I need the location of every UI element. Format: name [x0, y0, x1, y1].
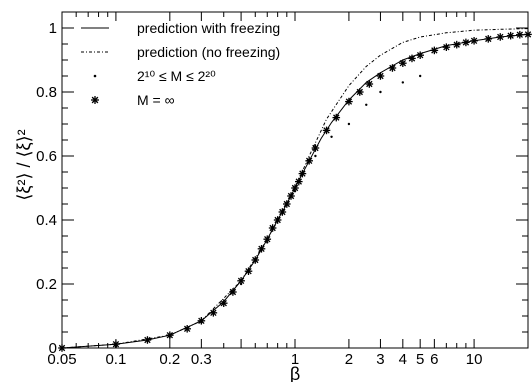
asterisk-point [416, 51, 424, 59]
dot-point [314, 154, 317, 158]
asterisk-point [251, 256, 260, 264]
plot-frame [61, 11, 529, 349]
asterisk-point [268, 224, 277, 232]
asterisk-point [294, 177, 303, 186]
x-tick-label: 6 [430, 351, 438, 368]
y-tick-label: 0.6 [36, 148, 57, 165]
asterisk-point [332, 113, 341, 122]
asterisk-point [283, 200, 291, 208]
dot-point [379, 90, 382, 94]
asterisk-point [183, 325, 191, 333]
legend-label: prediction with freezing [137, 20, 280, 36]
asterisk-point [442, 43, 451, 51]
y-tick-label: 0.8 [36, 84, 57, 101]
dot-point [347, 122, 351, 126]
legend-swatch-asterisk [91, 96, 99, 104]
y-axis-label-text: ⟨ξ²⟩ / ⟨ξ⟩² [14, 129, 34, 200]
y-tick-label: 0 [49, 340, 57, 357]
x-tick-label: 0.2 [159, 351, 180, 368]
legend-swatch-dot [93, 74, 97, 78]
x-tick-label: 1 [291, 351, 299, 368]
dot-point [330, 135, 333, 138]
x-tick-label: 0.3 [191, 351, 212, 368]
plot-border [61, 11, 529, 349]
legend-label: 2¹⁰ ≤ M ≤ 2²⁰ [137, 68, 216, 84]
asterisk-point [408, 54, 416, 63]
asterisk-point [278, 208, 287, 216]
x-tick-label: 10 [466, 351, 483, 368]
asterisk-point [470, 37, 478, 45]
legend: prediction with freezing prediction (no f… [81, 20, 280, 108]
dot-point [365, 103, 368, 107]
y-tick-label: 0.2 [36, 276, 57, 293]
asterisk-point [345, 97, 353, 106]
asterisk-point [430, 46, 439, 55]
asterisk-point [244, 267, 253, 275]
legend-label: prediction (no freezing) [137, 44, 280, 60]
asterisk-point [273, 216, 282, 224]
asterisk-point [355, 88, 364, 96]
asterisk-point [462, 38, 470, 47]
asterisk-point [257, 245, 266, 253]
asterisk-point [229, 288, 237, 296]
dot-point [401, 81, 405, 84]
dot-point [418, 74, 422, 78]
asterisk-point [365, 80, 374, 88]
asterisk-point [298, 169, 307, 178]
asterisk-point [399, 59, 407, 67]
markers [58, 30, 532, 352]
asterisk-point [197, 317, 206, 325]
asterisk-point [166, 331, 174, 339]
asterisk-point [388, 64, 397, 72]
y-tick-label: 0.4 [36, 212, 57, 229]
asterisk-point [496, 33, 505, 41]
x-tick-label: 0.05 [47, 351, 76, 368]
asterisk-point [524, 30, 532, 39]
y-axis-label: ⟨ξ²⟩ / ⟨ξ⟩² [14, 129, 34, 200]
axes: 0.05 0.1 0.2 0.3 1 2 3 4 5 6 10 0 0.2 0.4 0.6 0.8 1 [36, 11, 529, 368]
x-tick-label: 2 [345, 351, 353, 368]
asterisk-point [237, 277, 245, 285]
asterisk-point [209, 309, 218, 317]
asterisk-point [452, 40, 461, 49]
x-tick-label: 4 [399, 351, 407, 368]
asterisk-point [219, 299, 228, 307]
asterisk-point [263, 235, 272, 243]
asterisk-point [516, 30, 524, 39]
asterisk-point [322, 126, 331, 135]
asterisk-point [506, 31, 515, 40]
x-tick-label: 5 [416, 351, 424, 368]
x-tick-label: 3 [376, 351, 384, 368]
asterisk-point [287, 192, 295, 200]
x-tick-label: 0.1 [105, 351, 126, 368]
series-line-1 [61, 28, 529, 349]
asterisk-point [291, 184, 299, 192]
asterisk-point [311, 144, 320, 152]
legend-label: M = ∞ [137, 92, 175, 108]
x-axis-label: β [290, 364, 300, 382]
y-tick-label: 1 [49, 20, 57, 37]
asterisk-point [143, 336, 152, 344]
asterisk-point [376, 72, 385, 80]
asterisk-point [484, 35, 493, 43]
asterisk-point [305, 157, 313, 165]
